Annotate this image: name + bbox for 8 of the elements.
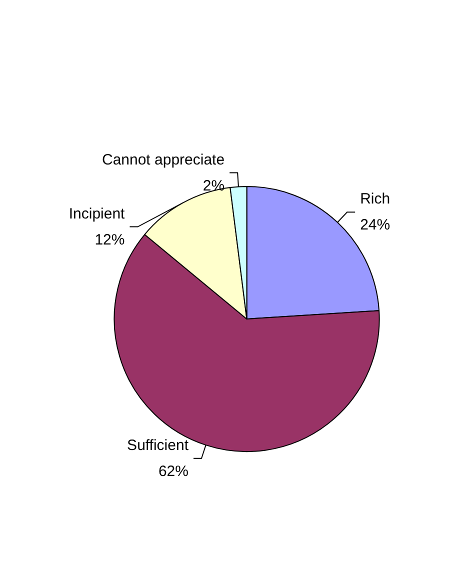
data-label: 24%	[360, 216, 390, 234]
slice-label: Sufficient	[127, 436, 190, 454]
data-label: 62%	[158, 462, 188, 480]
slice-label: Cannot appreciate	[102, 151, 225, 168]
slice-label: Rich	[360, 190, 390, 208]
data-label: 2%	[202, 177, 225, 194]
slice-label: Incipient	[68, 205, 126, 222]
data-label: 12%	[94, 231, 125, 248]
